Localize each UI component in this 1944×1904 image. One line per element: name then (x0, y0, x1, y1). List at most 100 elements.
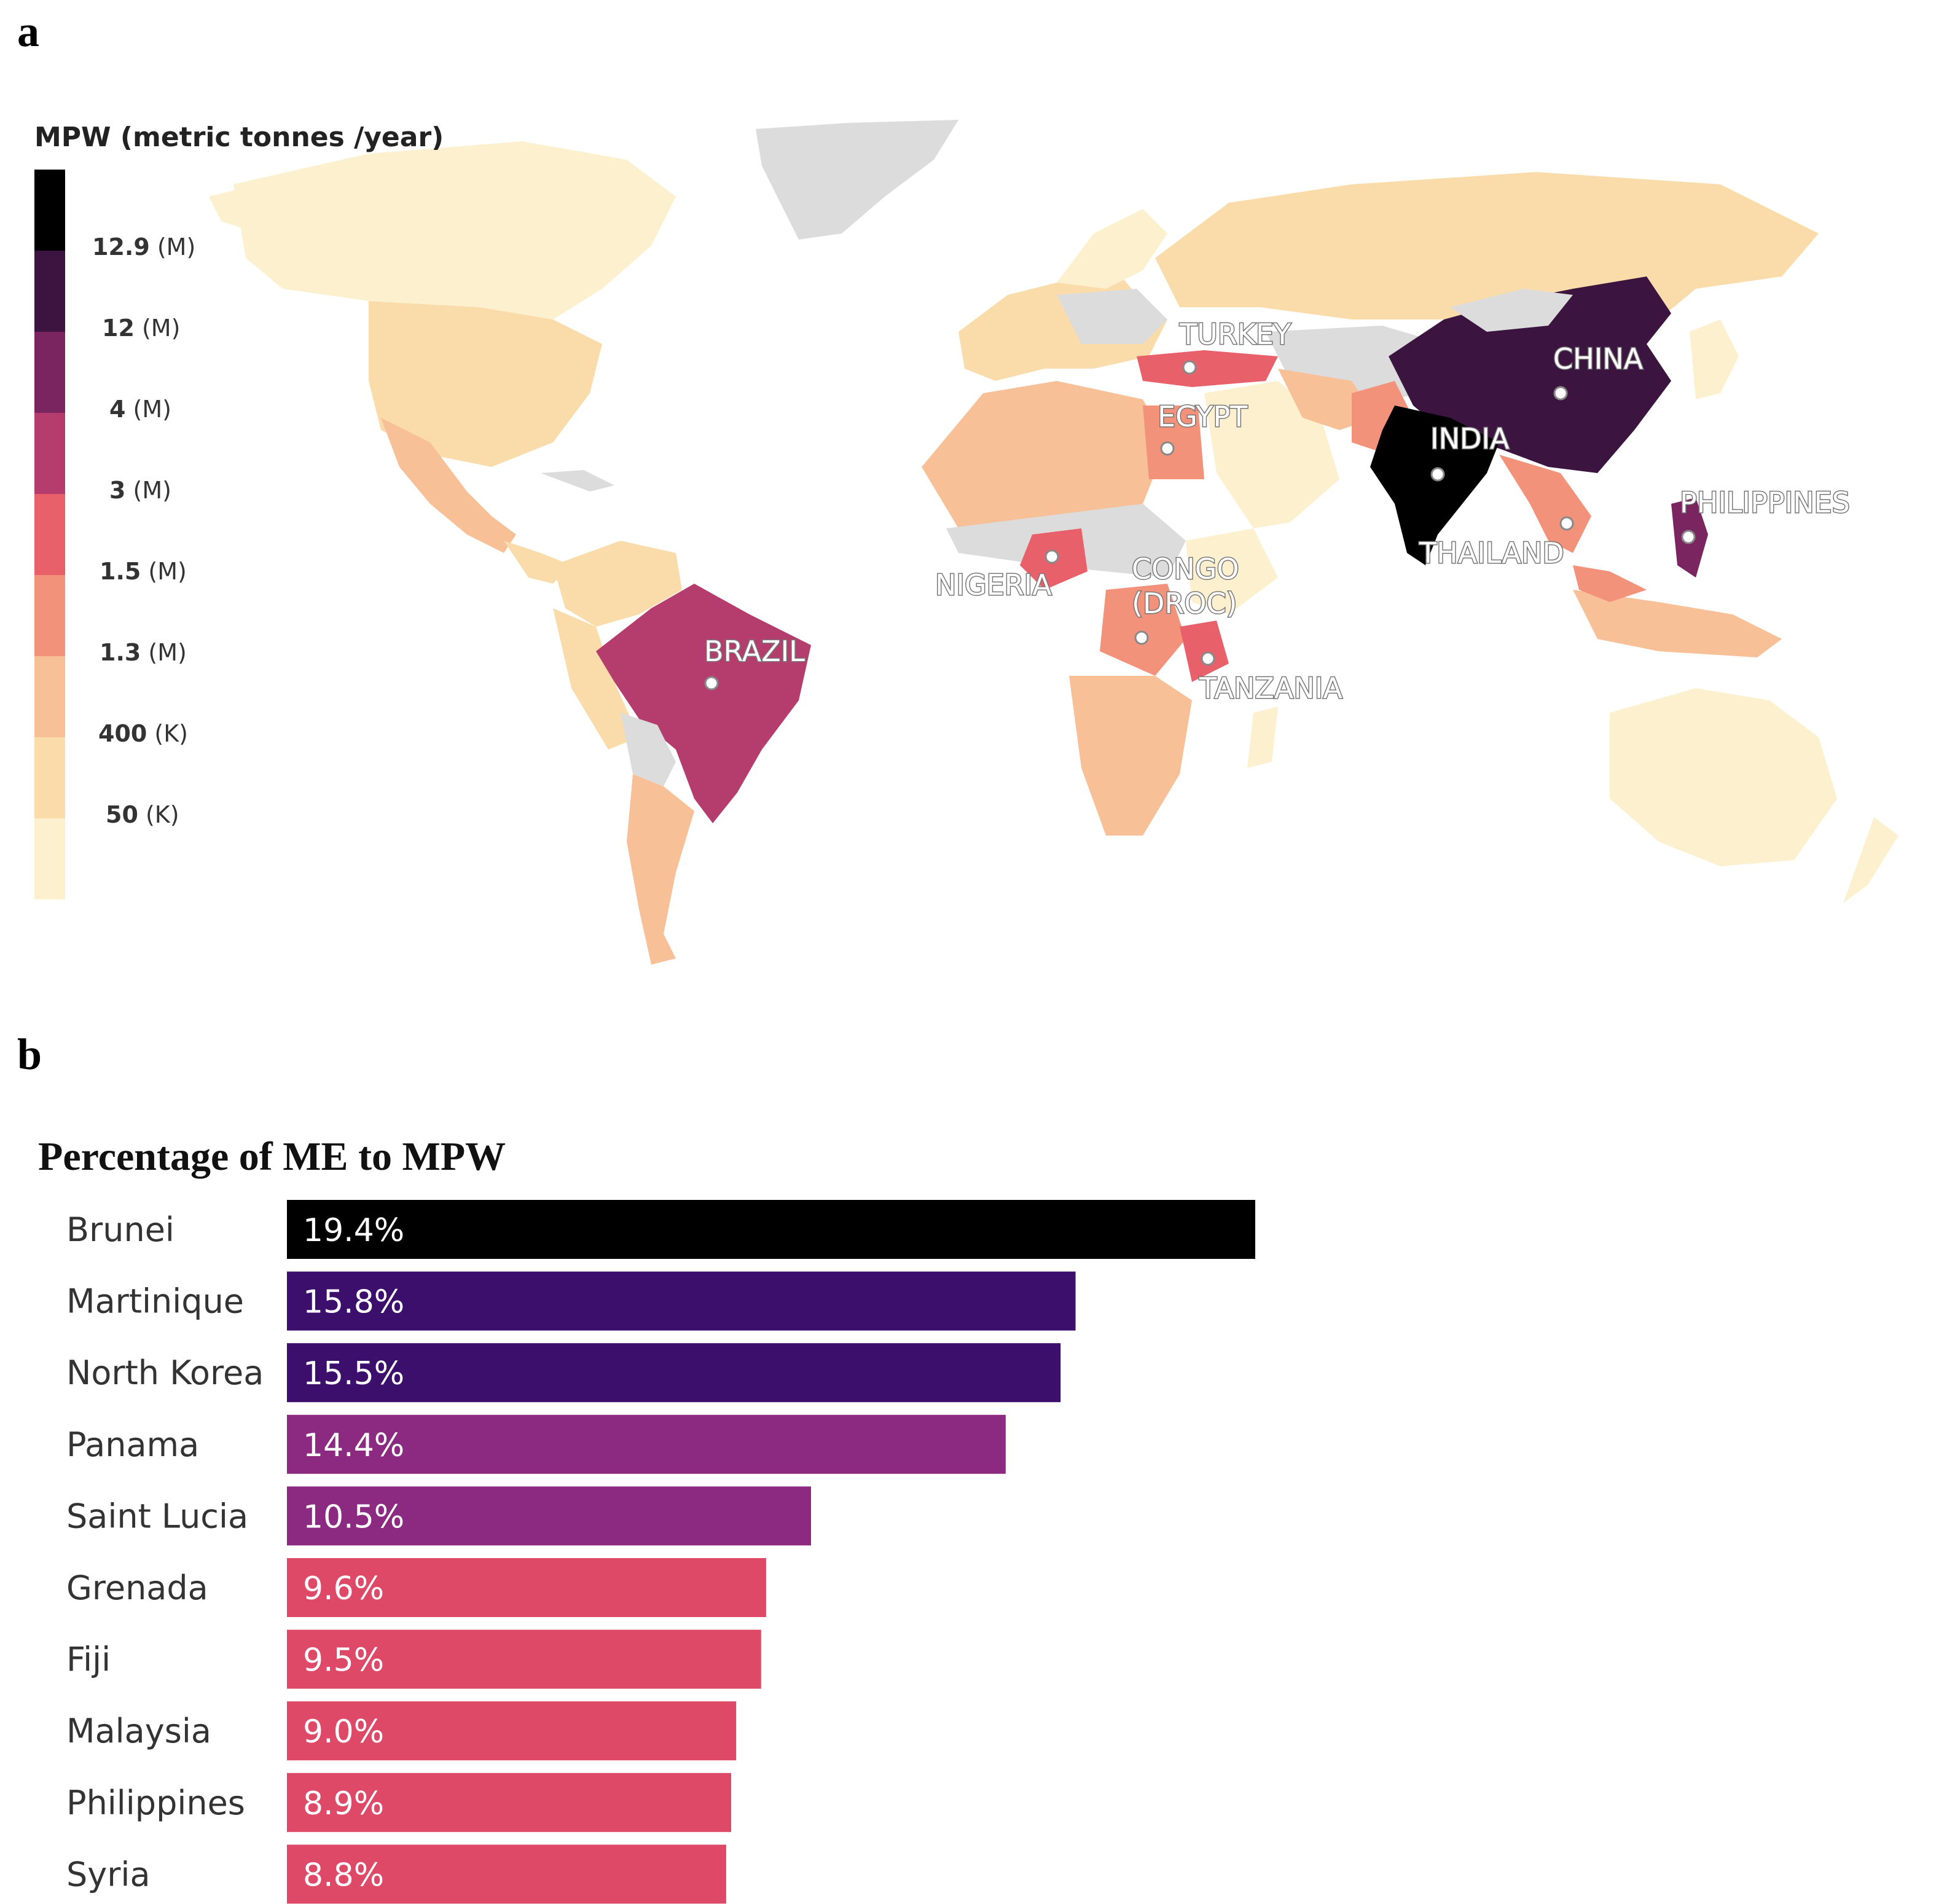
legend-label-5: 1.5 (M) (100, 558, 187, 585)
legend-swatch-7 (34, 737, 65, 818)
mexico-shape (381, 418, 516, 553)
bar-brunei (287, 1200, 1255, 1259)
japan-korea-shape (1690, 319, 1739, 399)
value-label: 9.6% (303, 1570, 384, 1607)
congo-shape (1100, 584, 1186, 676)
label-nigeria: NIGERIA (935, 568, 1052, 601)
label-droc: (DROC) (1132, 587, 1237, 620)
marker-philippines (1681, 530, 1696, 544)
legend-label-2: 12 (M) (102, 315, 181, 342)
mongolia-shape (1450, 289, 1573, 332)
bar-syria (287, 1844, 726, 1904)
bar-saint-lucia (287, 1486, 811, 1546)
value-label: 9.0% (303, 1714, 384, 1750)
value-label: 8.9% (303, 1785, 384, 1822)
legend-label-4: 3 (M) (109, 477, 171, 504)
category-label: Martinique (66, 1282, 244, 1321)
eastern-europe-shape (1057, 289, 1167, 344)
category-label: North Korea (66, 1354, 264, 1392)
madagascar-shape (1247, 707, 1278, 768)
category-label: Saint Lucia (66, 1497, 248, 1535)
label-congo: CONGO (1132, 552, 1239, 586)
bar-chart-title: Percentage of ME to MPW (38, 1134, 506, 1179)
label-india: INDIA (1430, 422, 1510, 455)
legend-label-3: 4 (M) (109, 396, 171, 423)
alaska-shape (209, 178, 369, 233)
india-shape (1370, 405, 1499, 565)
label-egypt: EGYPT (1158, 400, 1248, 433)
brazil-shape (596, 584, 811, 823)
usa-shape (369, 301, 602, 467)
legend-swatch-1 (34, 251, 65, 332)
marker-india (1430, 467, 1445, 482)
marker-brazil (704, 676, 719, 691)
category-label: Syria (66, 1855, 151, 1894)
turkey-shape (1137, 350, 1278, 387)
tanzania-shape (1180, 621, 1229, 682)
legend-swatch-6 (34, 656, 65, 737)
category-label: Panama (66, 1425, 199, 1464)
marker-congo (1134, 630, 1149, 645)
value-label: 19.4% (303, 1212, 404, 1249)
legend-label-7: 400 (K) (98, 720, 188, 747)
world-map: TURKEY CHINA EGYPT INDIA PHILIPPINES THA… (209, 120, 1899, 965)
label-brazil: BRAZIL (704, 635, 805, 668)
marker-egypt (1160, 441, 1175, 456)
central-america-shape (504, 541, 571, 584)
panel-letter-b: b (17, 1030, 42, 1079)
category-label: Malaysia (66, 1712, 211, 1750)
category-label: Fiji (66, 1640, 111, 1679)
marker-turkey (1182, 360, 1197, 375)
greenland-shape (756, 120, 958, 240)
value-label: 8.8% (303, 1857, 384, 1894)
marker-china (1553, 386, 1568, 401)
indonesia-shape (1573, 590, 1782, 657)
colombia-venezuela-shape (553, 541, 682, 627)
bar-chart: Brunei 19.4% Martinique 15.8% North Korea 15.… (66, 1200, 1255, 1904)
russia-shape (1155, 172, 1819, 319)
legend-swatch-5 (34, 575, 65, 656)
bar-grenada (287, 1558, 766, 1617)
new-zealand-shape (1843, 817, 1899, 903)
southern-africa-shape (1069, 676, 1192, 836)
bar-fiji (287, 1629, 761, 1689)
label-thailand: THAILAND (1419, 536, 1564, 570)
category-label: Grenada (66, 1569, 208, 1607)
east-africa-shape (1186, 528, 1278, 614)
malaysia-shape (1573, 565, 1647, 602)
value-label: 14.4% (303, 1427, 404, 1464)
cuba-shape (541, 470, 614, 492)
label-tanzania: TANZANIA (1199, 672, 1342, 705)
legend-swatch-0 (34, 170, 65, 251)
legend-swatch-8 (34, 818, 65, 899)
category-label: Philippines (66, 1784, 245, 1822)
bolivia-paraguay-shape (621, 713, 676, 786)
north-africa-shape (922, 381, 1167, 528)
legend-label-6: 1.3 (M) (100, 639, 187, 666)
argentina-chile-shape (627, 774, 694, 965)
marker-thailand (1559, 516, 1574, 531)
bar-panama (287, 1414, 1006, 1474)
panel-letter-a: a (17, 7, 39, 56)
legend-label-1: 12.9 (M) (92, 233, 196, 261)
marker-tanzania (1201, 651, 1215, 666)
label-china: CHINA (1553, 342, 1644, 375)
label-philippines: PHILIPPINES (1680, 486, 1850, 519)
legend-title: MPW (metric tonnes /year) (34, 122, 444, 153)
bar-north-korea (287, 1343, 1061, 1403)
marker-nigeria (1045, 549, 1059, 564)
value-label: 15.8% (303, 1284, 404, 1321)
bar-martinique (287, 1271, 1076, 1331)
value-label: 15.5% (303, 1355, 404, 1392)
peru-ecuador-shape (553, 608, 639, 750)
egypt-shape (1143, 405, 1204, 479)
value-label: 9.5% (303, 1642, 384, 1679)
europe-shape (958, 258, 1167, 381)
scandinavia-shape (1057, 209, 1167, 289)
category-label: Brunei (66, 1210, 174, 1249)
value-label: 10.5% (303, 1499, 404, 1535)
legend-swatch-4 (34, 494, 65, 575)
legend-label-8: 50 (K) (106, 801, 179, 828)
australia-shape (1610, 688, 1837, 866)
bar-philippines (287, 1773, 732, 1832)
